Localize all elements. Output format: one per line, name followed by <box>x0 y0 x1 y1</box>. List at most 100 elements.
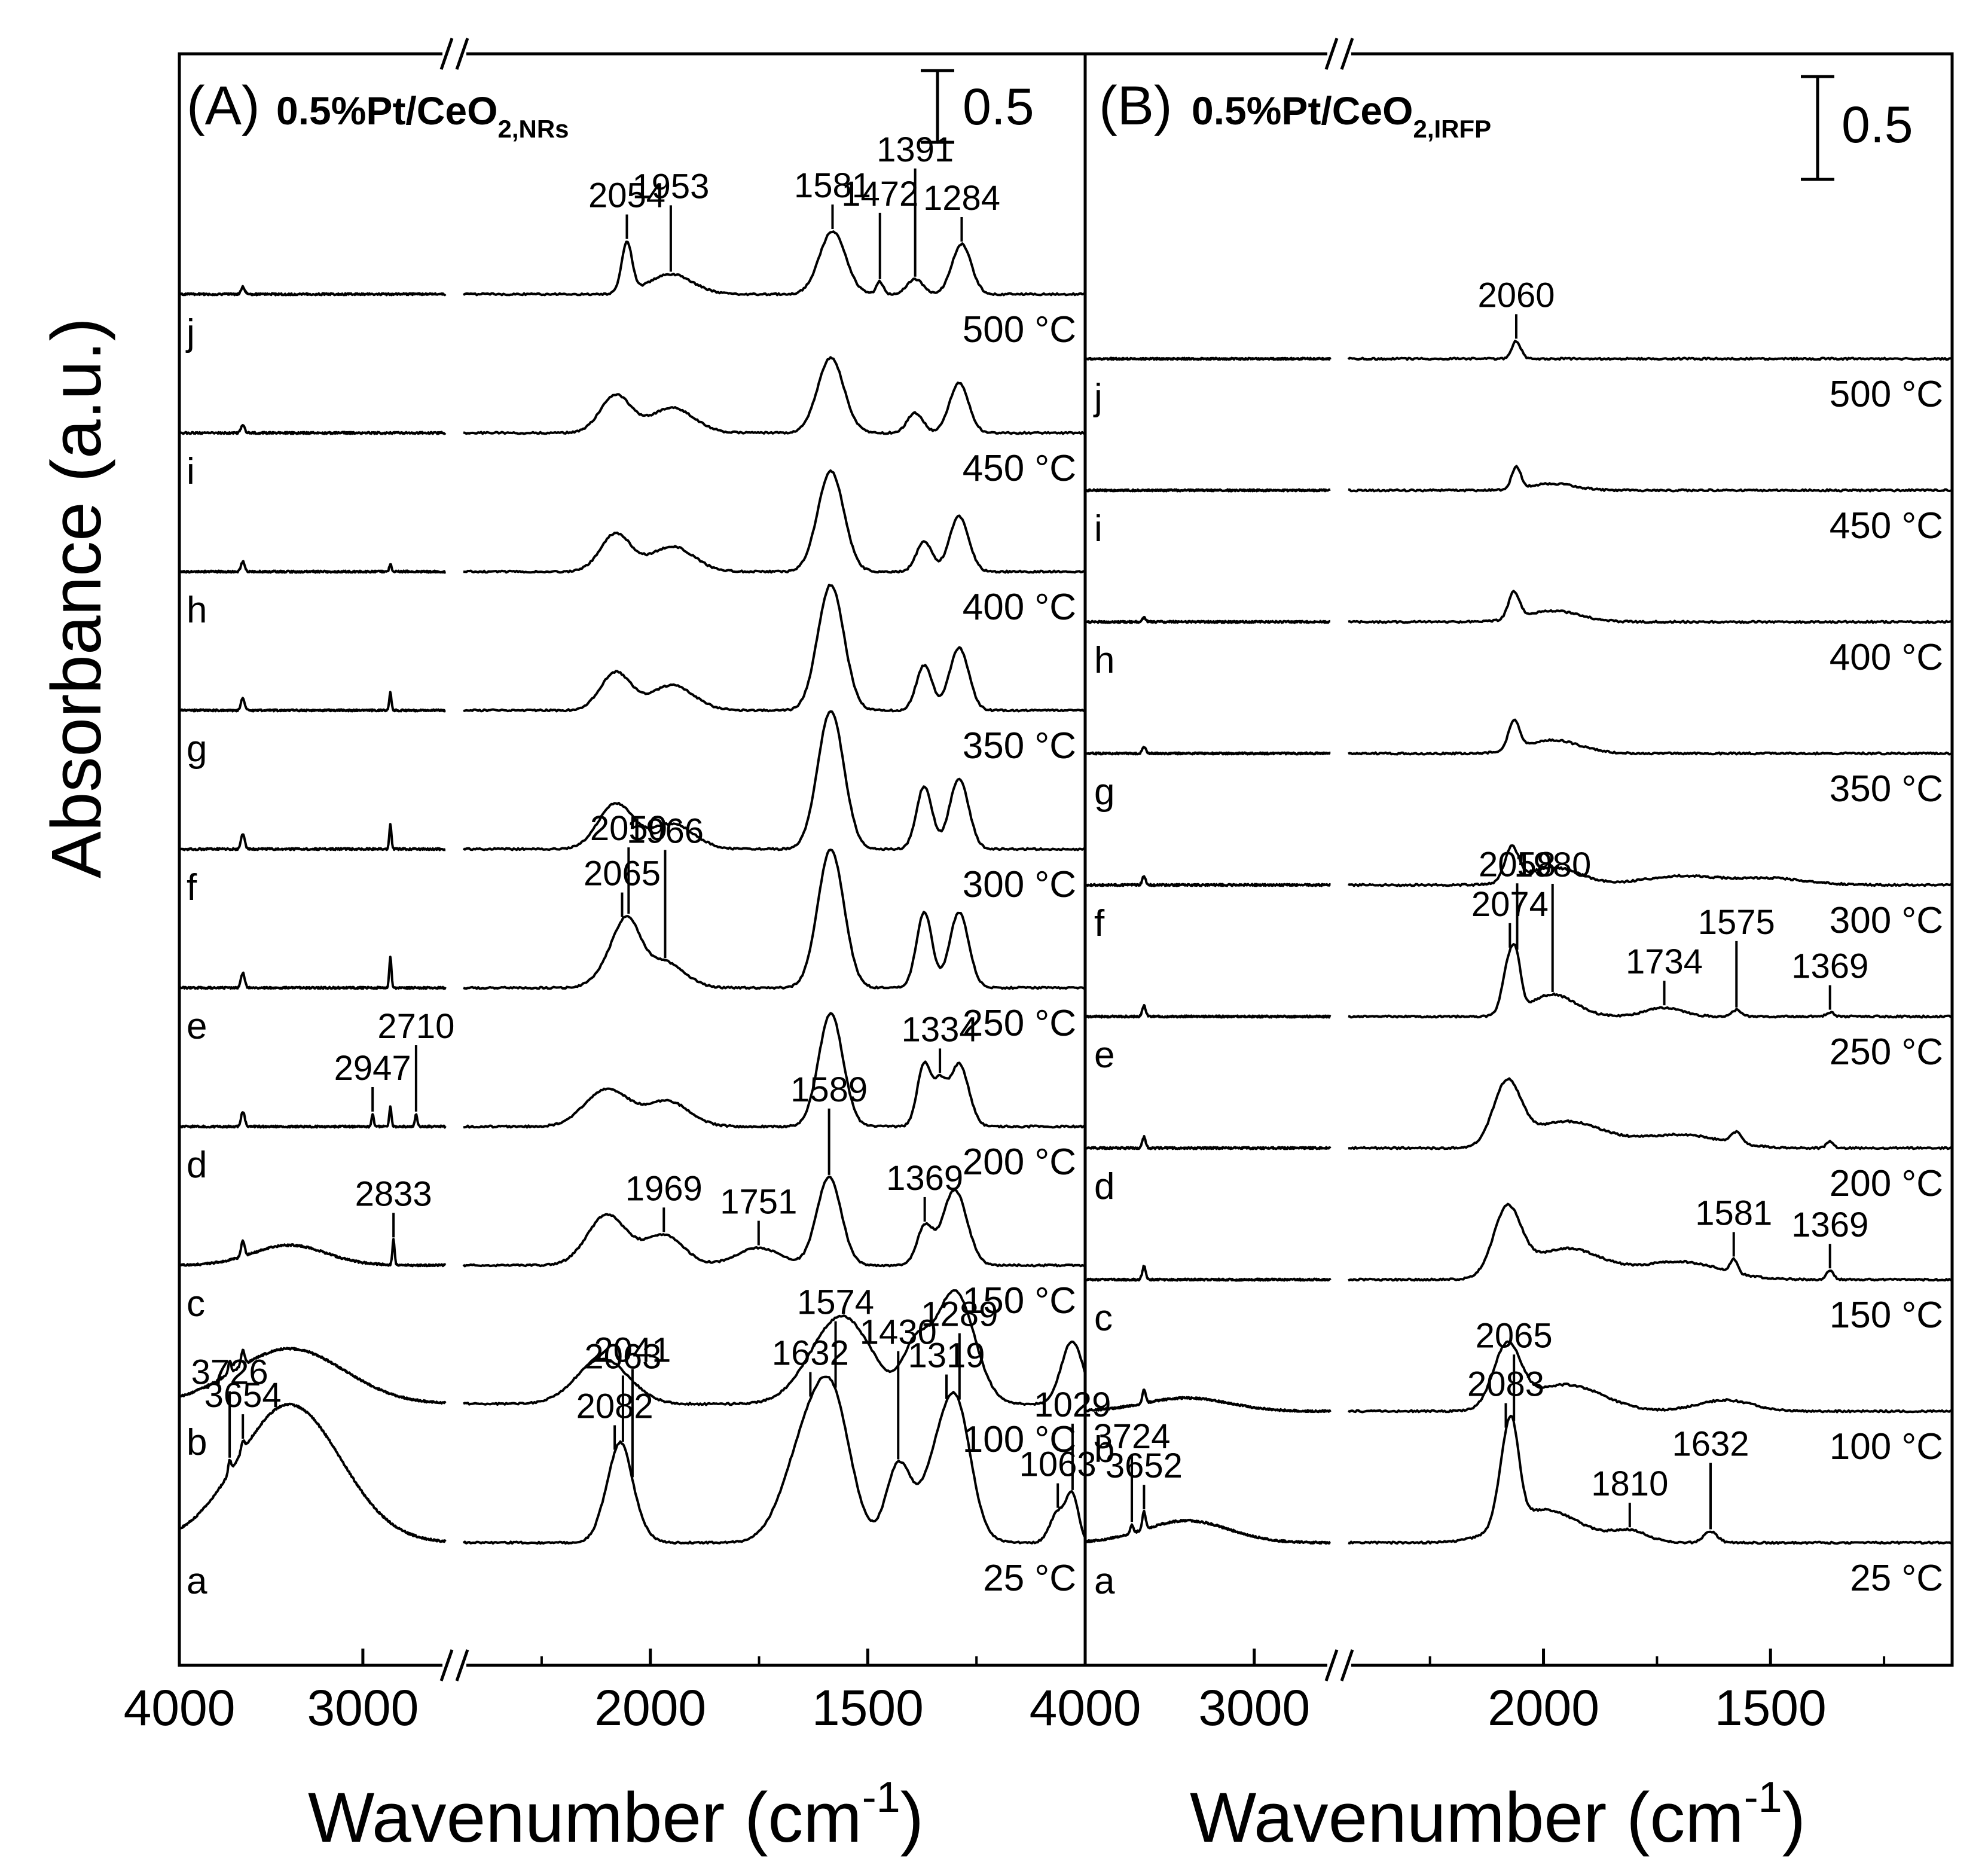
x-axis-label-a: Wavenumber (cm-1) <box>308 1774 924 1857</box>
spectrum-temperature-g: 350 °C <box>1830 768 1943 810</box>
panel-a: (A) 0.5%Pt/CeO2,NRs 0.5 4000 3000 2000 1500… <box>124 38 1111 1736</box>
peak-label-3654: 3654 <box>204 1376 282 1415</box>
peak-label-1810: 1810 <box>1591 1464 1668 1503</box>
peak-label-1319: 1319 <box>908 1336 985 1375</box>
panel-b-label: (B) <box>1099 75 1172 136</box>
x-axis-label-b: Wavenumber (cm-1) <box>1190 1774 1806 1857</box>
spectrum-label-g: g <box>187 728 207 770</box>
spectrum-label-h: h <box>1094 640 1114 681</box>
peak-label-1980: 1980 <box>1514 846 1591 884</box>
panel-b: (B) 0.5%Pt/CeO2,IRFP 0.5 4000 3000 2000 150… <box>1030 38 1954 1736</box>
spectrum-label-b: b <box>187 1422 207 1463</box>
spectrum-line-d <box>1084 1077 1953 1150</box>
spectrum-line-a <box>1085 1415 1953 1545</box>
spectrum-label-a: a <box>1094 1561 1115 1602</box>
peak-label-2710: 2710 <box>377 1007 454 1046</box>
spectrum-label-e: e <box>187 1006 207 1047</box>
peak-label-3724: 3724 <box>1094 1417 1171 1456</box>
spectrum-label-d: d <box>1094 1166 1114 1207</box>
axis-break-bottom <box>439 1649 469 1681</box>
peak-label-2058: 2058 <box>1479 845 1556 884</box>
peak-label-1369: 1369 <box>1791 947 1868 986</box>
panel-b-scale-label: 0.5 <box>1842 96 1913 154</box>
spectrum-line-e <box>1084 943 1953 1019</box>
panel-b-scale-bar: 0.5 <box>1801 75 1913 181</box>
spectrum-line-i <box>178 356 1086 435</box>
panel-a-scale-label: 0.5 <box>963 78 1034 136</box>
spectrum-temperature-d: 200 °C <box>963 1142 1076 1183</box>
spectrum-temperature-i: 450 °C <box>1830 505 1943 547</box>
peak-label-1734: 1734 <box>1626 942 1703 981</box>
spectrum-label-g: g <box>1094 771 1114 813</box>
spectrum-label-f: f <box>1094 903 1105 944</box>
spectrum-label-a: a <box>187 1561 207 1602</box>
peak-label-1581: 1581 <box>1695 1194 1772 1232</box>
spectrum-temperature-f: 300 °C <box>1830 900 1943 941</box>
spectrum-line-e <box>179 849 1086 990</box>
peak-label-2833: 2833 <box>355 1174 432 1213</box>
peak-label-2947: 2947 <box>334 1049 411 1088</box>
spectrum-label-b: b <box>1094 1429 1114 1470</box>
peak-label-1472: 1472 <box>841 175 918 213</box>
spectrum-label-j: j <box>1093 377 1103 418</box>
spectrum-label-e: e <box>1094 1034 1114 1076</box>
peak-label-1430: 1430 <box>860 1313 937 1352</box>
spectrum-line-f <box>1084 844 1953 887</box>
peak-label-1751: 1751 <box>720 1183 797 1222</box>
spectrum-temperature-g: 350 °C <box>963 725 1076 767</box>
peak-label-1369: 1369 <box>1791 1205 1868 1244</box>
peak-label-1289: 1289 <box>921 1295 998 1334</box>
spectrum-line-c <box>1084 1202 1953 1282</box>
spectrum-temperature-b: 100 °C <box>963 1419 1076 1460</box>
spectrum-line-f <box>178 710 1086 851</box>
spectrum-line-b <box>178 1289 1086 1406</box>
x-tick-label-1500: 1500 <box>1715 1680 1827 1736</box>
peak-label-2063: 2063 <box>584 1337 661 1376</box>
peak-label-2083: 2083 <box>1467 1365 1544 1404</box>
peak-label-3726: 3726 <box>191 1353 268 1392</box>
peak-label-1575: 1575 <box>1698 903 1775 942</box>
spectrum-temperature-i: 450 °C <box>963 448 1076 489</box>
spectrum-temperature-a: 25 °C <box>983 1558 1076 1599</box>
peak-label-2041: 2041 <box>594 1331 671 1370</box>
spectrum-label-d: d <box>187 1144 207 1186</box>
x-tick-label-3000: 3000 <box>1198 1680 1310 1736</box>
x-tick-label-2000: 2000 <box>1488 1680 1599 1736</box>
peak-label-1029: 1029 <box>1034 1385 1111 1424</box>
panel-a-x-ticks: 4000 3000 2000 1500 <box>124 38 1086 1736</box>
axis-break-top <box>1324 38 1354 70</box>
peak-label-1284: 1284 <box>923 179 1000 218</box>
panel-b-title: 0.5%Pt/CeO2,IRFP <box>1192 88 1491 143</box>
spectrum-label-i: i <box>187 451 195 492</box>
panel-a-label: (A) <box>187 75 260 136</box>
spectrum-label-j: j <box>185 312 195 353</box>
peak-label-1581: 1581 <box>794 166 871 205</box>
spectrum-temperature-e: 250 °C <box>1830 1031 1943 1073</box>
spectrum-temperature-h: 400 °C <box>1830 637 1943 678</box>
spectrum-label-c: c <box>187 1283 205 1324</box>
spectrum-line-j <box>1084 340 1953 361</box>
spectrum-label-i: i <box>1094 508 1103 550</box>
spectrum-line-c <box>178 1175 1086 1268</box>
spectrum-line-d <box>179 1012 1086 1129</box>
peak-label-2054: 2054 <box>588 176 665 215</box>
spectrum-line-a <box>178 1375 1086 1545</box>
axis-break-top <box>439 38 469 70</box>
spectrum-line-g <box>178 584 1086 713</box>
peak-label-1369: 1369 <box>886 1159 963 1198</box>
spectrum-line-i <box>1084 465 1953 493</box>
peak-label-2082: 2082 <box>576 1387 653 1426</box>
panel-a-spectra: a 25 °C b 100 °C c 150 °C d 200 °C e 250 °C f 300 °… <box>178 230 1086 1602</box>
spectrum-line-b <box>1084 1340 1953 1414</box>
peak-label-3652: 3652 <box>1106 1446 1183 1485</box>
spectrum-temperature-f: 300 °C <box>963 864 1076 905</box>
spectrum-line-j <box>178 230 1086 297</box>
peak-label-1969: 1969 <box>625 1169 703 1208</box>
peak-label-1574: 1574 <box>797 1283 874 1322</box>
x-tick-label-2000: 2000 <box>594 1680 706 1736</box>
spectrum-label-c: c <box>1094 1298 1113 1339</box>
peak-label-1063: 1063 <box>1019 1445 1097 1484</box>
